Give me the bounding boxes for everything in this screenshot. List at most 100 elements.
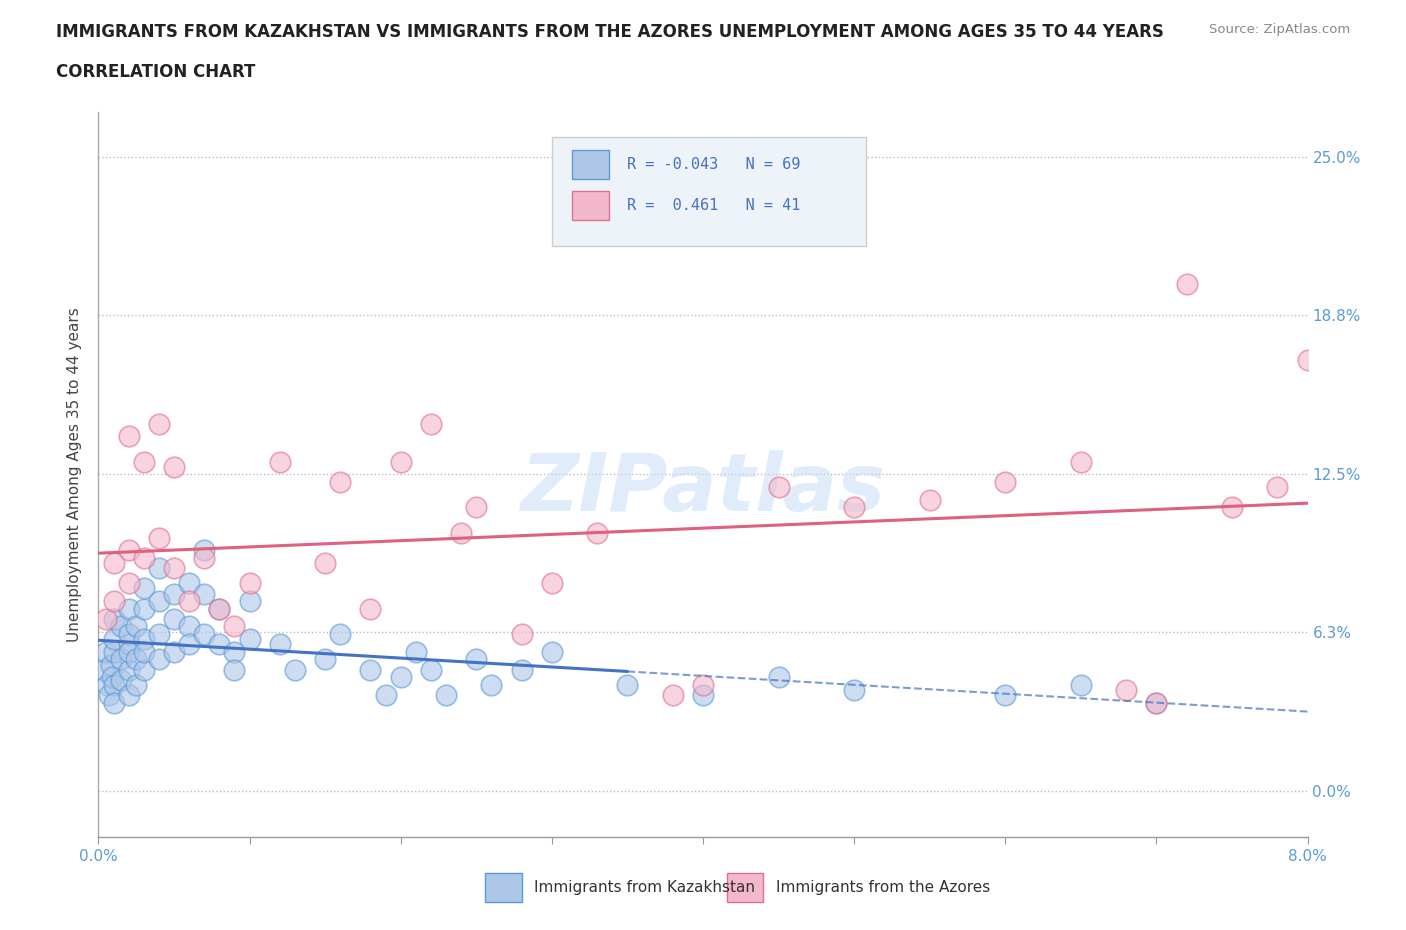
Point [132,602,155,617]
Point [103,611,125,626]
Point [148,530,170,545]
Point [918,492,941,507]
Bar [727,873,763,902]
Point [103,695,125,710]
Point [148,593,170,608]
Point [125,652,148,667]
Text: R =  0.461   N = 41: R = 0.461 N = 41 [627,198,800,213]
FancyBboxPatch shape [551,137,866,246]
Text: IMMIGRANTS FROM KAZAKHSTAN VS IMMIGRANTS FROM THE AZORES UNEMPLOYMENT AMONG AGES: IMMIGRANTS FROM KAZAKHSTAN VS IMMIGRANTS… [56,23,1164,41]
Point [163,644,186,659]
Point [193,551,215,565]
Point [179,593,201,608]
Point [329,627,352,642]
Point [125,619,148,634]
Point [148,561,170,576]
Point [360,662,382,677]
Point [110,619,132,634]
Point [132,581,155,596]
Point [465,652,488,667]
Point [994,687,1017,702]
Point [510,662,533,677]
Point [1070,677,1092,692]
Point [208,637,231,652]
Point [118,543,141,558]
Bar [572,150,609,179]
Point [110,652,132,667]
Point [224,644,246,659]
Point [101,670,124,684]
Point [1146,695,1168,710]
Bar [572,192,609,220]
Point [163,459,186,474]
Point [540,644,562,659]
Point [193,627,215,642]
Point [768,670,790,684]
Point [1175,276,1198,291]
Point [193,543,215,558]
Point [118,576,141,591]
Point [103,677,125,692]
Point [405,644,427,659]
Point [450,525,472,540]
Point [1115,683,1137,698]
Point [314,555,336,570]
Text: CORRELATION CHART: CORRELATION CHART [56,63,256,81]
Point [269,454,291,469]
Text: ZIPatlas: ZIPatlas [520,450,886,528]
Point [616,677,638,692]
Point [118,662,141,677]
Point [465,499,488,514]
Point [329,474,352,489]
Point [1070,454,1092,469]
Text: Immigrants from the Azores: Immigrants from the Azores [776,881,990,896]
Point [1146,695,1168,710]
Point [148,416,170,431]
Point [179,576,201,591]
Point [360,602,382,617]
Point [420,662,443,677]
Point [118,687,141,702]
Y-axis label: Unemployment Among Ages 35 to 44 years: Unemployment Among Ages 35 to 44 years [67,307,83,642]
Point [103,644,125,659]
Point [132,644,155,659]
Bar [485,873,522,902]
Point [269,637,291,652]
Point [224,662,246,677]
Point [118,627,141,642]
Point [179,637,201,652]
Point [163,586,186,601]
Point [434,687,457,702]
Point [374,687,396,702]
Point [132,454,155,469]
Point [103,555,125,570]
Point [93,662,115,677]
Point [118,602,141,617]
Point [148,652,170,667]
Point [389,454,412,469]
Point [239,631,262,646]
Point [389,670,412,684]
Point [208,602,231,617]
Text: Source: ZipAtlas.com: Source: ZipAtlas.com [1209,23,1350,36]
Point [208,602,231,617]
Point [239,593,262,608]
Point [1267,480,1289,495]
Point [100,658,122,672]
Point [148,627,170,642]
Point [540,576,562,591]
Point [118,644,141,659]
Point [98,687,121,702]
Point [118,637,141,652]
Point [661,687,683,702]
Point [103,593,125,608]
Point [125,677,148,692]
Point [193,586,215,601]
Point [118,429,141,444]
Point [110,672,132,687]
Point [1296,352,1319,367]
Point [179,619,201,634]
Point [314,652,336,667]
Point [284,662,307,677]
Point [586,525,609,540]
